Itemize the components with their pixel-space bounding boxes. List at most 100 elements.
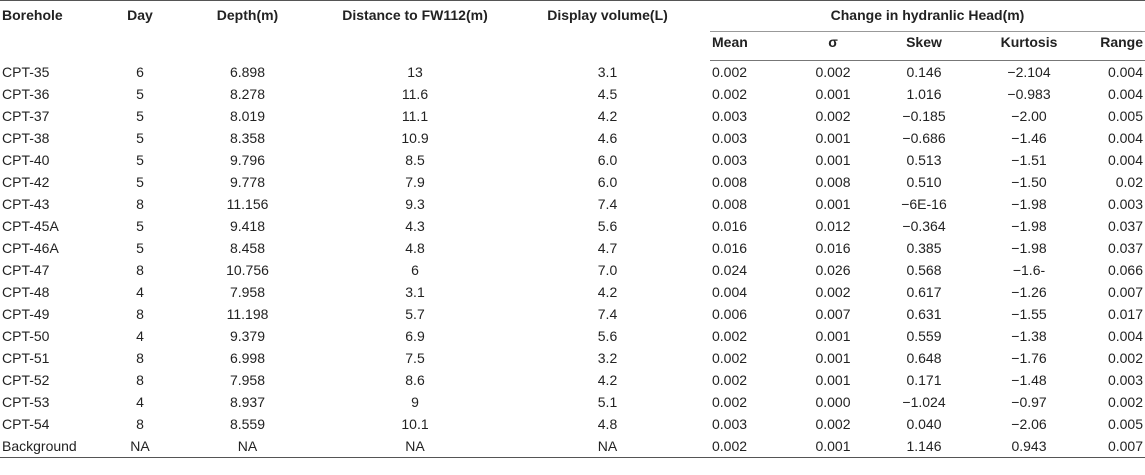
cell-mean: 0.003 <box>712 108 748 124</box>
cell-distance: 6.9 <box>405 328 425 344</box>
header-kurtosis: Kurtosis <box>974 31 1084 61</box>
cell-skew: −0.686 <box>902 130 946 146</box>
cell-depth: 7.958 <box>229 372 266 388</box>
cell-day: 8 <box>136 416 144 432</box>
cell-day: 5 <box>136 86 144 102</box>
cell-depth: 8.278 <box>229 86 266 102</box>
table-row: CPT-53 4 8.937 9 5.1 0.002 0.000 −1.024 −0.97 0.0… <box>0 391 1145 413</box>
cell-day: NA <box>110 435 170 458</box>
cell-mean: 0.006 <box>712 306 748 322</box>
table-row: CPT-47 8 10.756 6 7.0 0.024 0.026 0.568 −1.6- 0.0… <box>0 259 1145 281</box>
cell-display-volume: 5.6 <box>597 328 618 344</box>
cell-sigma: 0.002 <box>815 108 851 124</box>
cell-day: 4 <box>136 394 144 410</box>
cell-distance: 8.6 <box>405 372 425 388</box>
cell-borehole: CPT-54 <box>2 416 50 432</box>
cell-borehole: CPT-40 <box>2 152 50 168</box>
cell-mean: 0.002 <box>712 328 748 344</box>
cell-depth: 9.778 <box>229 174 266 190</box>
cell-skew: 0.171 <box>906 372 942 388</box>
cell-distance: 9.3 <box>405 196 425 212</box>
cell-sigma: 0.002 <box>815 284 851 300</box>
cell-sigma: 0.002 <box>815 64 851 80</box>
cell-kurtosis: −1.98 <box>1011 218 1047 234</box>
cell-kurtosis: −2.00 <box>1011 108 1047 124</box>
cell-day: 4 <box>136 284 144 300</box>
cell-borehole: CPT-35 <box>2 63 50 80</box>
cell-distance: 11.6 <box>401 86 429 102</box>
cell-display-volume: 7.4 <box>597 306 618 322</box>
cell-mean: 0.002 <box>712 64 748 80</box>
cell-day: 5 <box>136 152 144 168</box>
cell-skew: 0.385 <box>906 240 942 256</box>
cell-kurtosis: −1.48 <box>1011 372 1047 388</box>
cell-range: 0.004 <box>1107 130 1143 146</box>
cell-skew: 0.510 <box>906 174 942 190</box>
table-row: Background NA NA NA NA 0.002 0.001 1.146 0.943 0.… <box>0 435 1145 458</box>
cell-borehole: CPT-46A <box>2 240 59 256</box>
cell-sigma: 0.001 <box>815 130 851 146</box>
cell-depth: 8.458 <box>229 240 266 256</box>
cell-distance: 4.8 <box>405 240 425 256</box>
cell-display-volume: NA <box>505 435 710 458</box>
cell-depth: 9.418 <box>229 218 266 234</box>
cell-display-volume: 4.5 <box>597 86 618 102</box>
cell-display-volume: 4.2 <box>597 372 618 388</box>
header-sigma: σ <box>792 31 874 61</box>
cell-sigma: 0.002 <box>815 416 851 432</box>
cell-range: 0.007 <box>1084 435 1145 458</box>
table-body: CPT-35 6 6.898 13 3.1 0.002 0.002 0.146 −2.104 0.… <box>0 61 1145 458</box>
cell-borehole: CPT-50 <box>2 328 50 344</box>
cell-range: 0.007 <box>1107 284 1143 300</box>
cell-kurtosis: −2.104 <box>1007 64 1051 80</box>
cell-borehole: CPT-38 <box>2 130 50 146</box>
cell-display-volume: 3.1 <box>597 63 618 80</box>
cell-distance: 10.1 <box>401 416 429 432</box>
header-borehole: Borehole <box>2 7 63 23</box>
cell-depth: 9.796 <box>229 152 266 168</box>
cell-borehole: CPT-49 <box>2 306 50 322</box>
cell-day: 8 <box>136 350 144 366</box>
cell-day: 8 <box>136 196 144 212</box>
cell-mean: 0.002 <box>712 372 748 388</box>
cell-depth: 7.958 <box>229 284 266 300</box>
cell-distance: 3.1 <box>405 284 425 300</box>
cell-depth: 10.756 <box>226 262 269 278</box>
table-row: CPT-42 5 9.778 7.9 6.0 0.008 0.008 0.510 −1.50 0.… <box>0 171 1145 193</box>
cell-range: 0.037 <box>1107 240 1143 256</box>
cell-skew: −1.024 <box>902 394 946 410</box>
cell-kurtosis: −1.6- <box>1012 262 1046 278</box>
cell-kurtosis: −1.55 <box>1011 306 1047 322</box>
cell-kurtosis: −1.50 <box>1011 174 1047 190</box>
cell-depth: 8.559 <box>229 416 266 432</box>
cell-borehole: CPT-53 <box>2 394 50 410</box>
header-display-volume: Display volume(L) <box>547 7 668 23</box>
cell-skew: 1.146 <box>874 435 974 458</box>
cell-day: 5 <box>136 108 144 124</box>
cell-sigma: 0.008 <box>815 174 851 190</box>
hydraulic-head-table: Borehole Day Depth(m) Distance to FW112(… <box>0 0 1145 458</box>
cell-sigma: 0.026 <box>815 262 851 278</box>
header-range: Range <box>1084 31 1145 61</box>
cell-range: 0.004 <box>1107 64 1143 80</box>
cell-range: 0.066 <box>1107 262 1143 278</box>
cell-day: 8 <box>136 372 144 388</box>
table-row: CPT-38 5 8.358 10.9 4.6 0.003 0.001 −0.686 −1.46… <box>0 127 1145 149</box>
cell-range: 0.002 <box>1107 394 1143 410</box>
header-change-group: Change in hydranlic Head(m) <box>710 0 1145 32</box>
cell-depth: 9.379 <box>229 328 266 344</box>
cell-distance: NA <box>325 435 505 458</box>
cell-kurtosis: 0.943 <box>974 435 1084 458</box>
cell-skew: 0.568 <box>906 262 942 278</box>
cell-display-volume: 4.2 <box>597 108 618 124</box>
cell-sigma: 0.001 <box>815 350 851 366</box>
cell-mean: 0.004 <box>712 284 748 300</box>
cell-day: 6 <box>136 63 144 80</box>
cell-display-volume: 5.6 <box>597 218 618 234</box>
table-row: CPT-37 5 8.019 11.1 4.2 0.003 0.002 −0.185 −2.00… <box>0 105 1145 127</box>
header-skew: Skew <box>874 31 974 61</box>
cell-sigma: 0.001 <box>792 435 874 458</box>
cell-skew: 0.631 <box>906 306 942 322</box>
cell-distance: 13 <box>407 63 423 80</box>
cell-range: 0.003 <box>1107 372 1143 388</box>
